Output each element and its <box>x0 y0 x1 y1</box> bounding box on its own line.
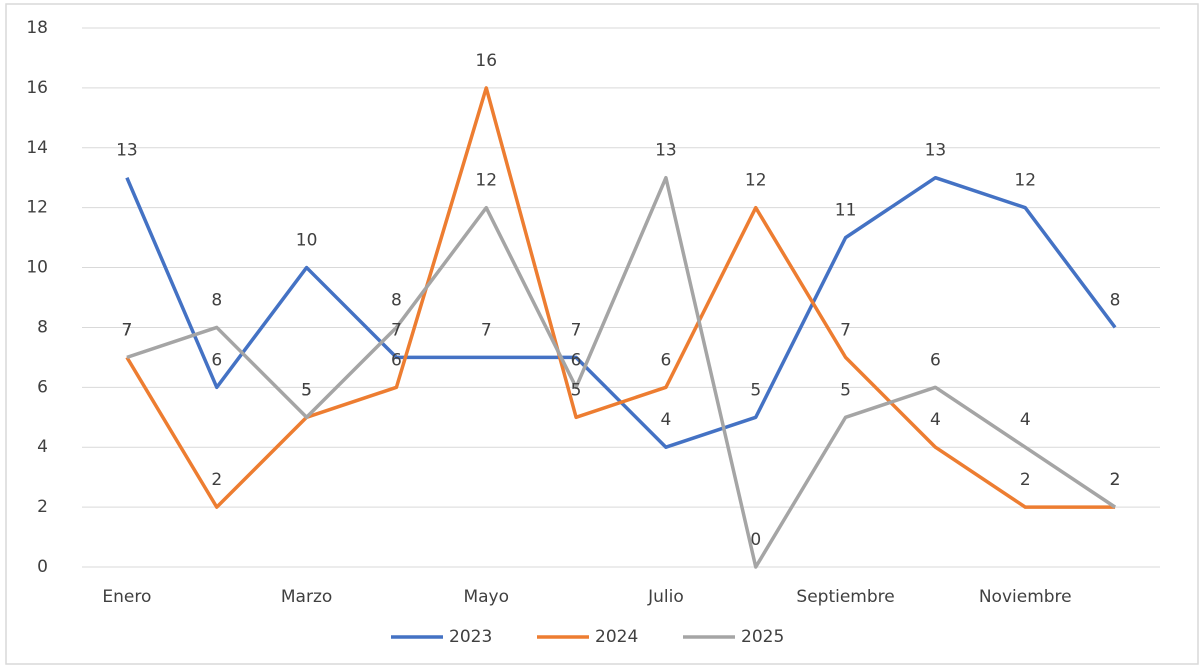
data-label: 4 <box>661 410 672 430</box>
series-line <box>125 86 1116 509</box>
data-label: 11 <box>835 201 857 221</box>
data-label: 2 <box>1110 470 1121 490</box>
data-label: 13 <box>655 141 677 161</box>
data-label: 13 <box>925 141 947 161</box>
data-label: 6 <box>211 350 222 370</box>
y-tick-label: 6 <box>37 377 48 397</box>
x-tick-label: Enero <box>102 587 151 607</box>
data-label: 5 <box>571 380 582 400</box>
data-label: 6 <box>571 350 582 370</box>
legend-label: 2025 <box>741 627 784 647</box>
data-label: 7 <box>122 320 133 340</box>
data-label: 7 <box>840 320 851 340</box>
data-label: 7 <box>481 320 492 340</box>
data-label: 12 <box>1014 171 1036 191</box>
data-label: 5 <box>301 380 312 400</box>
data-label: 2 <box>1110 470 1121 490</box>
data-label: 13 <box>116 141 138 161</box>
data-label: 6 <box>930 350 941 370</box>
data-label: 10 <box>296 231 318 251</box>
data-label: 0 <box>750 530 761 550</box>
data-label: 12 <box>475 171 497 191</box>
data-label: 8 <box>211 290 222 310</box>
data-label: 5 <box>840 380 851 400</box>
data-label: 7 <box>571 320 582 340</box>
y-tick-label: 14 <box>26 138 48 158</box>
y-tick-label: 0 <box>37 557 48 577</box>
data-label: 2 <box>211 470 222 490</box>
x-tick-label: Julio <box>647 587 684 607</box>
y-tick-label: 12 <box>26 198 48 218</box>
data-label: 7 <box>122 320 133 340</box>
data-label: 5 <box>301 380 312 400</box>
x-tick-label: Noviembre <box>979 587 1072 607</box>
legend-label: 2023 <box>449 627 492 647</box>
y-tick-label: 8 <box>37 317 48 337</box>
chart-frame <box>5 3 1199 665</box>
y-tick-label: 18 <box>26 18 48 38</box>
data-label: 4 <box>1020 410 1031 430</box>
x-tick-label: Mayo <box>463 587 509 607</box>
data-label: 4 <box>930 410 941 430</box>
y-tick-label: 16 <box>26 78 48 98</box>
y-tick-label: 10 <box>26 258 48 278</box>
data-label: 5 <box>750 380 761 400</box>
data-label: 16 <box>475 51 497 71</box>
data-label: 8 <box>1110 290 1121 310</box>
data-label: 8 <box>391 290 402 310</box>
y-tick-label: 2 <box>37 497 48 517</box>
x-tick-label: Marzo <box>281 587 332 607</box>
data-label: 6 <box>661 350 672 370</box>
data-label: 12 <box>745 171 767 191</box>
legend-label: 2024 <box>595 627 638 647</box>
x-tick-label: Septiembre <box>796 587 894 607</box>
data-label: 7 <box>391 320 402 340</box>
y-tick-label: 4 <box>37 437 48 457</box>
series-line <box>126 175 1117 569</box>
data-label: 2 <box>1020 470 1031 490</box>
data-label: 6 <box>391 350 402 370</box>
